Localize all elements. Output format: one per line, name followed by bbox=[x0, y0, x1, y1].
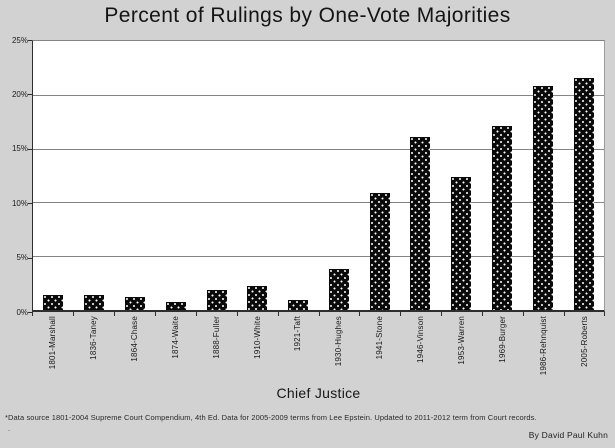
bar-column bbox=[115, 41, 156, 310]
y-tick-mark bbox=[28, 148, 32, 150]
bar-column bbox=[74, 41, 115, 310]
bars-container bbox=[33, 41, 604, 310]
x-label-cell: 1910-White bbox=[237, 316, 278, 382]
x-tick-mark bbox=[155, 312, 156, 316]
gridline-5pct bbox=[33, 256, 604, 258]
bar-column bbox=[237, 41, 278, 310]
x-label-cell: 1921-Taft bbox=[278, 316, 319, 382]
chart-title: Percent of Rulings by One-Vote Majoritie… bbox=[104, 4, 511, 27]
x-tick-mark bbox=[400, 312, 401, 316]
bar-1930-Hughes bbox=[328, 269, 349, 310]
x-tick-mark bbox=[441, 312, 442, 316]
bar-column bbox=[522, 41, 563, 310]
x-category-label: 1930-Hughes bbox=[334, 316, 344, 367]
x-axis-labels: 1801-Marshall 1836-Taney 1864-Chase 1874-Wa… bbox=[32, 316, 605, 382]
x-category-label: 1910-White bbox=[252, 316, 262, 359]
x-label-cell: 1953-Warren bbox=[441, 316, 482, 382]
bar-1921-Taft bbox=[288, 300, 309, 310]
bar-column bbox=[318, 41, 359, 310]
x-category-label: 1953-Warren bbox=[457, 316, 467, 365]
bar-1836-Taney bbox=[84, 294, 105, 310]
x-category-label: 1969-Burger bbox=[498, 316, 508, 363]
y-tick-label: 15% bbox=[11, 144, 28, 154]
x-category-label: 1921-Taft bbox=[293, 316, 303, 352]
x-label-cell: 2005-Roberts bbox=[564, 316, 605, 382]
x-label-cell: 1946-Vinson bbox=[400, 316, 441, 382]
bar-1910-White bbox=[247, 286, 268, 310]
x-category-label: 1946-Vinson bbox=[416, 316, 426, 363]
bar-column bbox=[482, 41, 523, 310]
footnote-second-line: . bbox=[8, 424, 11, 433]
x-category-label: 2005-Roberts bbox=[579, 316, 589, 367]
x-label-cell: 1836-Taney bbox=[73, 316, 114, 382]
x-category-label: 1888-Fuller bbox=[211, 316, 221, 359]
x-label-cell: 1941-Stone bbox=[359, 316, 400, 382]
x-tick-mark bbox=[114, 312, 115, 316]
x-tick-mark bbox=[73, 312, 74, 316]
bar-1874-Waite bbox=[165, 302, 186, 310]
y-tick-label: 25% bbox=[11, 35, 28, 45]
x-label-cell: 1986-Rehnquist bbox=[523, 316, 564, 382]
bar-1953-Warren bbox=[451, 176, 472, 310]
x-tick-mark bbox=[482, 312, 483, 316]
x-label-cell: 1930-Hughes bbox=[318, 316, 359, 382]
gridline-10pct bbox=[33, 202, 604, 204]
bar-column bbox=[400, 41, 441, 310]
bar-column bbox=[441, 41, 482, 310]
gridline-15pct bbox=[33, 148, 604, 150]
bar-column bbox=[278, 41, 319, 310]
bar-1801-Marshall bbox=[43, 294, 64, 310]
x-tick-mark bbox=[604, 312, 605, 316]
y-tick-mark bbox=[28, 94, 32, 96]
y-tick-label: 5% bbox=[16, 253, 28, 263]
x-category-label: 1801-Marshall bbox=[47, 316, 57, 370]
y-tick-mark bbox=[28, 203, 32, 205]
bar-column bbox=[155, 41, 196, 310]
x-tick-mark bbox=[523, 312, 524, 316]
y-tick-label: 20% bbox=[11, 89, 28, 99]
x-tick-mark bbox=[564, 312, 565, 316]
x-label-cell: 1969-Burger bbox=[482, 316, 523, 382]
x-tick-mark bbox=[359, 312, 360, 316]
data-source-footnote: *Data source 1801-2004 Supreme Court Com… bbox=[5, 413, 537, 422]
bar-1864-Chase bbox=[124, 297, 145, 310]
bar-1946-Vinson bbox=[410, 136, 431, 310]
bar-1941-Stone bbox=[369, 192, 390, 310]
bar-column bbox=[359, 41, 400, 310]
x-category-label: 1836-Taney bbox=[88, 316, 98, 360]
x-axis-ticks bbox=[32, 312, 605, 317]
x-tick-mark bbox=[319, 312, 320, 316]
bar-1888-Fuller bbox=[206, 289, 227, 310]
y-tick-label: 10% bbox=[11, 198, 28, 208]
x-category-label: 1874-Waite bbox=[170, 316, 180, 359]
bar-1986-Rehnquist bbox=[532, 86, 553, 310]
y-tick-mark bbox=[28, 40, 32, 41]
bar-2005-Roberts bbox=[573, 77, 594, 310]
x-tick-mark bbox=[32, 312, 33, 316]
x-tick-mark bbox=[237, 312, 238, 316]
plot-area bbox=[32, 40, 605, 312]
x-label-cell: 1801-Marshall bbox=[32, 316, 73, 382]
bar-column bbox=[196, 41, 237, 310]
x-label-cell: 1874-Waite bbox=[155, 316, 196, 382]
y-axis-labels: 0% 5% 10% 15% 20% 25% bbox=[0, 0, 32, 448]
x-category-label: 1986-Rehnquist bbox=[539, 316, 549, 376]
x-tick-mark bbox=[196, 312, 197, 316]
y-tick-mark bbox=[28, 312, 32, 313]
x-label-cell: 1864-Chase bbox=[114, 316, 155, 382]
x-category-label: 1941-Stone bbox=[375, 316, 385, 360]
x-tick-mark bbox=[278, 312, 279, 316]
author-attribution: By David Paul Kuhn bbox=[528, 430, 608, 440]
gridline-20pct bbox=[33, 94, 604, 96]
x-axis-title: Chief Justice bbox=[276, 385, 361, 401]
y-tick-label: 0% bbox=[16, 307, 28, 317]
x-label-cell: 1888-Fuller bbox=[196, 316, 237, 382]
bar-column bbox=[33, 41, 74, 310]
y-tick-mark bbox=[28, 257, 32, 259]
bar-column bbox=[563, 41, 604, 310]
x-category-label: 1864-Chase bbox=[129, 316, 139, 362]
bar-1969-Burger bbox=[491, 126, 512, 310]
